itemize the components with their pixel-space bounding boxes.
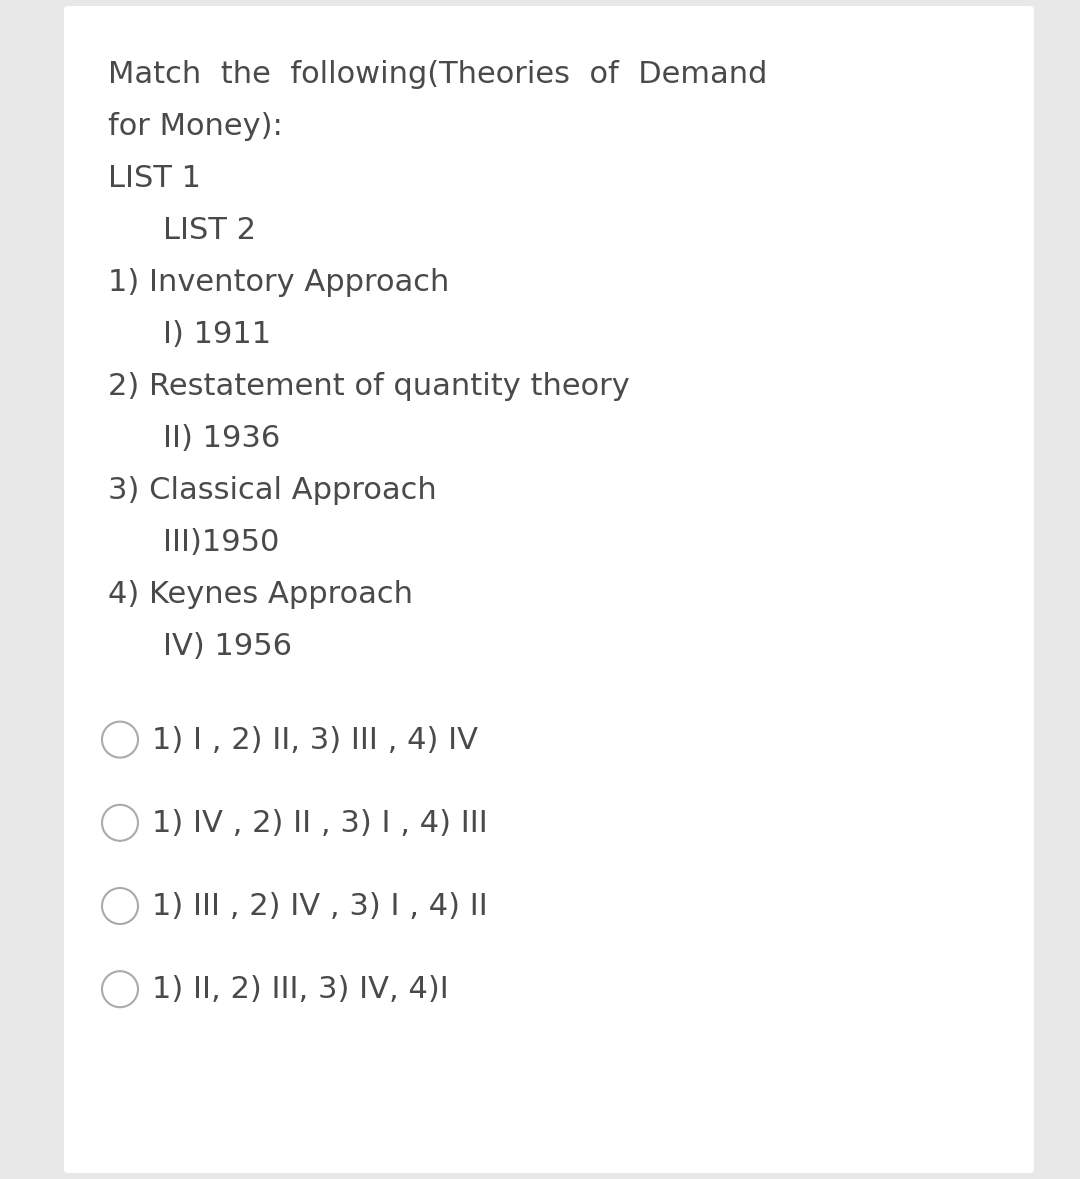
Text: 4) Keynes Approach: 4) Keynes Approach: [108, 580, 413, 610]
FancyBboxPatch shape: [64, 6, 1034, 1173]
Text: LIST 1: LIST 1: [108, 164, 201, 193]
Text: II) 1936: II) 1936: [163, 424, 280, 453]
Text: LIST 2: LIST 2: [163, 216, 256, 245]
Text: 3) Classical Approach: 3) Classical Approach: [108, 476, 436, 505]
Text: 1) I , 2) II, 3) III , 4) IV: 1) I , 2) II, 3) III , 4) IV: [152, 725, 478, 755]
Text: Match  the  following(Theories  of  Demand: Match the following(Theories of Demand: [108, 60, 768, 88]
Text: for Money):: for Money):: [108, 112, 283, 141]
Text: 2) Restatement of quantity theory: 2) Restatement of quantity theory: [108, 373, 630, 401]
Text: I) 1911: I) 1911: [163, 320, 271, 349]
Text: 1) Inventory Approach: 1) Inventory Approach: [108, 268, 449, 297]
Text: IV) 1956: IV) 1956: [163, 632, 292, 661]
Text: 1) III , 2) IV , 3) I , 4) II: 1) III , 2) IV , 3) I , 4) II: [152, 893, 488, 921]
Text: III)1950: III)1950: [163, 528, 280, 556]
Text: 1) II, 2) III, 3) IV, 4)I: 1) II, 2) III, 3) IV, 4)I: [152, 975, 449, 1005]
Text: 1) IV , 2) II , 3) I , 4) III: 1) IV , 2) II , 3) I , 4) III: [152, 809, 488, 838]
